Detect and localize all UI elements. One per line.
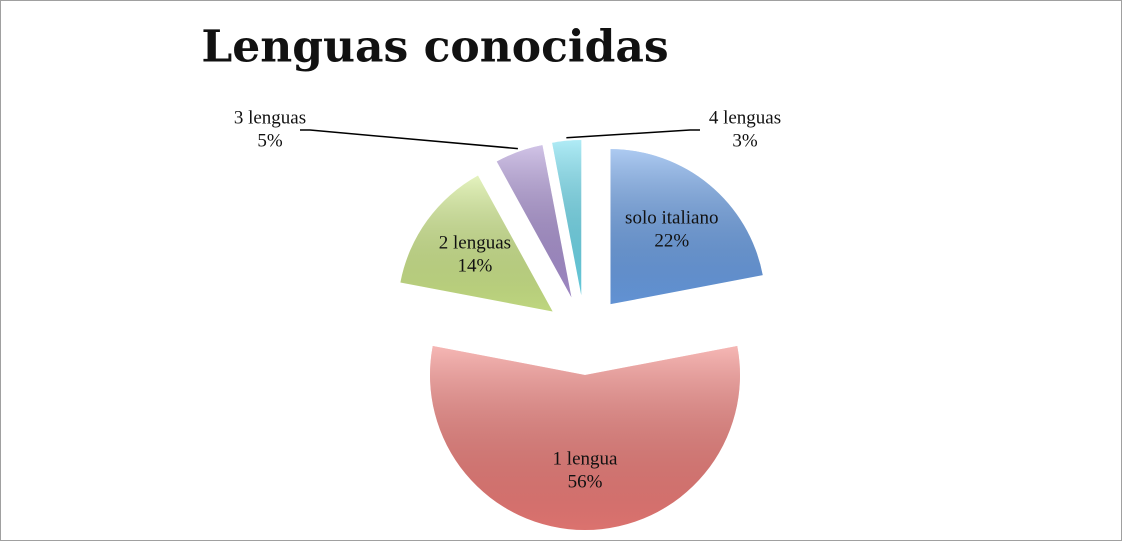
slice-value-label: 5% bbox=[257, 130, 283, 151]
slice-shine bbox=[610, 149, 763, 305]
slice-label: 4 lenguas bbox=[709, 107, 781, 128]
chart-title: Lenguas conocidas bbox=[201, 22, 668, 73]
leader-line bbox=[300, 129, 518, 150]
slice-shine bbox=[430, 345, 740, 531]
slice-value-label: 3% bbox=[732, 130, 758, 151]
slice-value-label: 22% bbox=[654, 230, 689, 251]
slice-shine bbox=[552, 140, 582, 296]
slice-shine bbox=[496, 145, 572, 298]
slice-label: 1 lengua bbox=[553, 448, 618, 469]
slice-label: 3 lenguas bbox=[234, 107, 306, 128]
leader-line bbox=[566, 129, 700, 139]
slice-label: 2 lenguas bbox=[439, 232, 511, 253]
slice-value-label: 56% bbox=[568, 471, 603, 492]
slice-value-label: 14% bbox=[457, 255, 492, 276]
slice-shine bbox=[400, 175, 553, 312]
slice-label: solo italiano bbox=[625, 207, 718, 228]
